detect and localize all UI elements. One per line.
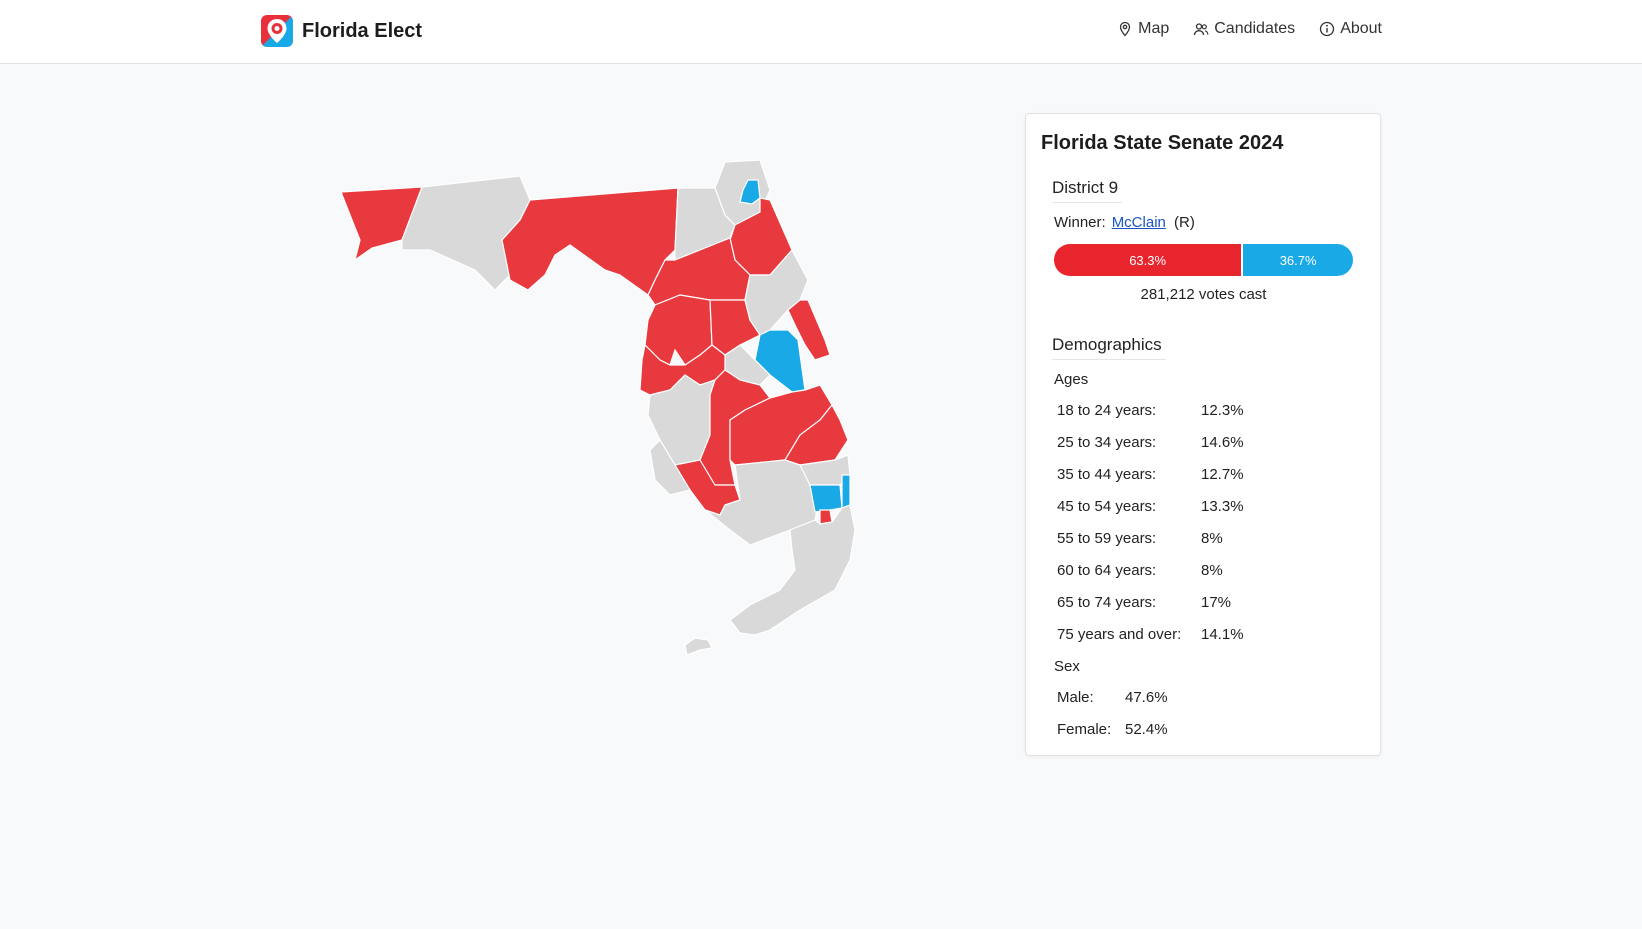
- sex-label: Male:: [1057, 688, 1094, 706]
- nav-candidates-label: Candidates: [1214, 20, 1296, 37]
- table-row: 45 to 54 years: 13.3%: [1057, 490, 1244, 522]
- age-group-value: 14.1%: [1201, 625, 1244, 643]
- sex-heading: Sex: [1054, 658, 1080, 675]
- sex-label: Female:: [1057, 720, 1112, 738]
- age-group-value: 13.3%: [1201, 497, 1244, 515]
- age-group-label: 35 to 44 years:: [1057, 465, 1157, 483]
- top-navbar: Florida Elect Map Candidates About: [0, 0, 1642, 64]
- florida-map-svg: [340, 159, 856, 656]
- republican-share-segment: 63.3%: [1054, 244, 1244, 276]
- table-row: Male: 47.6%: [1057, 681, 1168, 713]
- nav-links: Map Candidates About: [1117, 20, 1382, 38]
- sex-value: 52.4%: [1125, 720, 1168, 738]
- brand-name: Florida Elect: [302, 19, 423, 42]
- winner-candidate-link[interactable]: McClain: [1111, 214, 1166, 231]
- users-icon: [1194, 23, 1209, 36]
- vote-share-bar: 63.3% 36.7%: [1054, 244, 1353, 276]
- table-row: 18 to 24 years: 12.3%: [1057, 394, 1244, 426]
- map-district[interactable]: [809, 484, 843, 513]
- brand-link[interactable]: Florida Elect: [261, 15, 422, 47]
- nav-candidates-link[interactable]: Candidates: [1193, 20, 1295, 38]
- age-group-value: 12.3%: [1201, 401, 1244, 419]
- ages-table: 18 to 24 years: 12.3% 25 to 34 years: 14.6…: [1057, 394, 1244, 650]
- table-row: 75 years and over: 14.1%: [1057, 618, 1244, 650]
- demographics-title: Demographics: [1052, 335, 1166, 360]
- district-title: District 9: [1052, 178, 1123, 203]
- panel-title: Florida State Senate 2024: [1041, 132, 1284, 154]
- map-district[interactable]: [684, 637, 713, 656]
- florida-district-map: [330, 150, 950, 680]
- nav-map-link[interactable]: Map: [1117, 20, 1169, 38]
- sex-value: 47.6%: [1125, 688, 1168, 706]
- age-group-label: 60 to 64 years:: [1057, 561, 1157, 579]
- map-district[interactable]: [501, 187, 679, 296]
- age-group-value: 8%: [1201, 561, 1223, 579]
- map-district[interactable]: [841, 474, 851, 509]
- map-district[interactable]: [729, 504, 856, 636]
- table-row: 25 to 34 years: 14.6%: [1057, 426, 1244, 458]
- sex-table: Male: 47.6% Female: 52.4%: [1057, 681, 1168, 745]
- map-pin-logo-icon: [261, 15, 293, 47]
- winner-row: Winner: McClain (R): [1054, 214, 1195, 231]
- democrat-share-segment: 36.7%: [1243, 244, 1353, 276]
- age-group-value: 12.7%: [1201, 465, 1244, 483]
- map-district[interactable]: [787, 299, 831, 361]
- age-group-label: 25 to 34 years:: [1057, 433, 1157, 451]
- age-group-label: 75 years and over:: [1057, 625, 1182, 643]
- age-group-value: 17%: [1201, 593, 1232, 611]
- map-district[interactable]: [644, 294, 713, 366]
- nav-about-label: About: [1340, 20, 1382, 37]
- ages-heading: Ages: [1054, 371, 1089, 388]
- map-district[interactable]: [649, 439, 691, 496]
- age-group-value: 14.6%: [1201, 433, 1244, 451]
- age-group-label: 55 to 59 years:: [1057, 529, 1157, 547]
- map-district[interactable]: [401, 175, 531, 291]
- winner-party: (R): [1174, 214, 1195, 231]
- age-group-label: 45 to 54 years:: [1057, 497, 1157, 515]
- district-results-panel: Florida State Senate 2024 District 9 Win…: [1025, 113, 1381, 756]
- map-pin-icon: [1119, 21, 1131, 37]
- table-row: 35 to 44 years: 12.7%: [1057, 458, 1244, 490]
- info-icon: [1320, 21, 1335, 37]
- table-row: Female: 52.4%: [1057, 713, 1168, 745]
- table-row: 55 to 59 years: 8%: [1057, 522, 1244, 554]
- age-group-label: 65 to 74 years:: [1057, 593, 1157, 611]
- age-group-value: 8%: [1201, 529, 1223, 547]
- table-row: 65 to 74 years: 17%: [1057, 586, 1244, 618]
- nav-about-link[interactable]: About: [1319, 20, 1382, 38]
- nav-map-label: Map: [1138, 20, 1170, 37]
- table-row: 60 to 64 years: 8%: [1057, 554, 1244, 586]
- winner-label: Winner:: [1054, 214, 1106, 231]
- votes-cast: 281,212 votes cast: [1140, 286, 1267, 303]
- age-group-label: 18 to 24 years:: [1057, 401, 1157, 419]
